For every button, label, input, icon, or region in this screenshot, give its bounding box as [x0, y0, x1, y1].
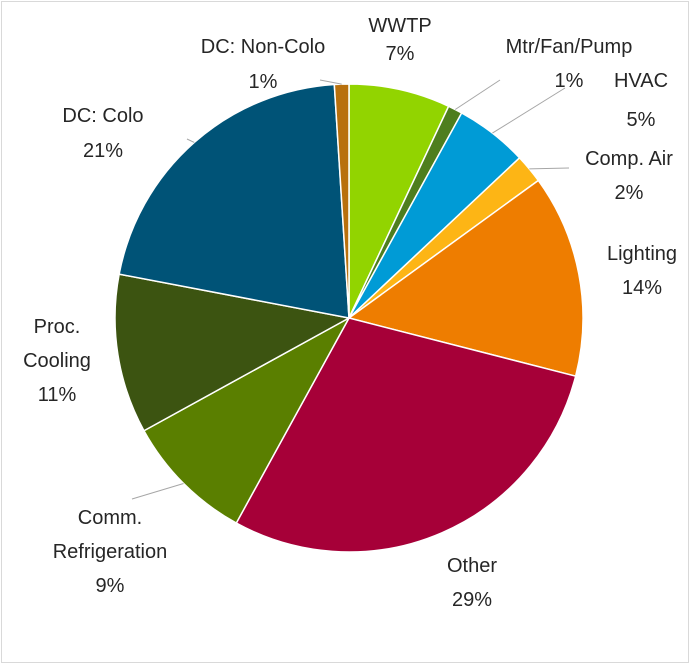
leader-line: [529, 167, 570, 170]
pie-slices: [114, 83, 584, 553]
leader-line: [319, 79, 342, 85]
pie-slice-lighting: [347, 179, 584, 378]
label-dccolo-name: DC: Colo: [62, 105, 143, 127]
leader-line: [492, 87, 566, 134]
label-proccooling-line1: Proc.: [34, 316, 81, 338]
label-wwtp-pct: 7%: [386, 43, 415, 65]
pie-slice-dc-colo: [118, 83, 350, 319]
label-dcnoncolo-name: DC: Non-Colo: [201, 36, 325, 58]
leader-line: [131, 482, 184, 500]
label-mtrfanpump-name: Mtr/Fan/Pump: [506, 36, 633, 58]
label-dcnoncolo-pct: 1%: [249, 71, 278, 93]
leader-line: [454, 79, 501, 110]
label-wwtp-name: WWTP: [368, 15, 431, 37]
leader-line: [186, 138, 195, 143]
label-other-pct: 29%: [452, 589, 492, 611]
label-commrefrig-line1: Comm.: [78, 507, 142, 529]
pie-slice-other: [235, 317, 577, 553]
label-compair-pct: 2%: [615, 182, 644, 204]
pie-slice-comm-refrigeration: [142, 316, 351, 525]
label-commrefrig-line2: Refrigeration: [53, 541, 168, 563]
pie-slice-wwtp: [348, 83, 450, 319]
label-lighting-name: Lighting: [607, 243, 677, 265]
label-proccooling-pct: 11%: [38, 384, 77, 406]
pie-slice-proc-cooling: [114, 273, 352, 432]
leader-lines: [131, 79, 570, 500]
label-mtrfanpump-pct: 1%: [555, 70, 584, 92]
label-dccolo-pct: 21%: [83, 140, 123, 162]
label-commrefrig-pct: 9%: [96, 575, 125, 597]
label-hvac-name: HVAC: [614, 70, 668, 92]
label-lighting-pct: 14%: [622, 277, 662, 299]
label-other-name: Other: [447, 555, 497, 577]
label-compair-name: Comp. Air: [585, 148, 673, 170]
label-hvac-pct: 5%: [627, 109, 656, 131]
label-proccooling-line2: Cooling: [23, 350, 91, 372]
